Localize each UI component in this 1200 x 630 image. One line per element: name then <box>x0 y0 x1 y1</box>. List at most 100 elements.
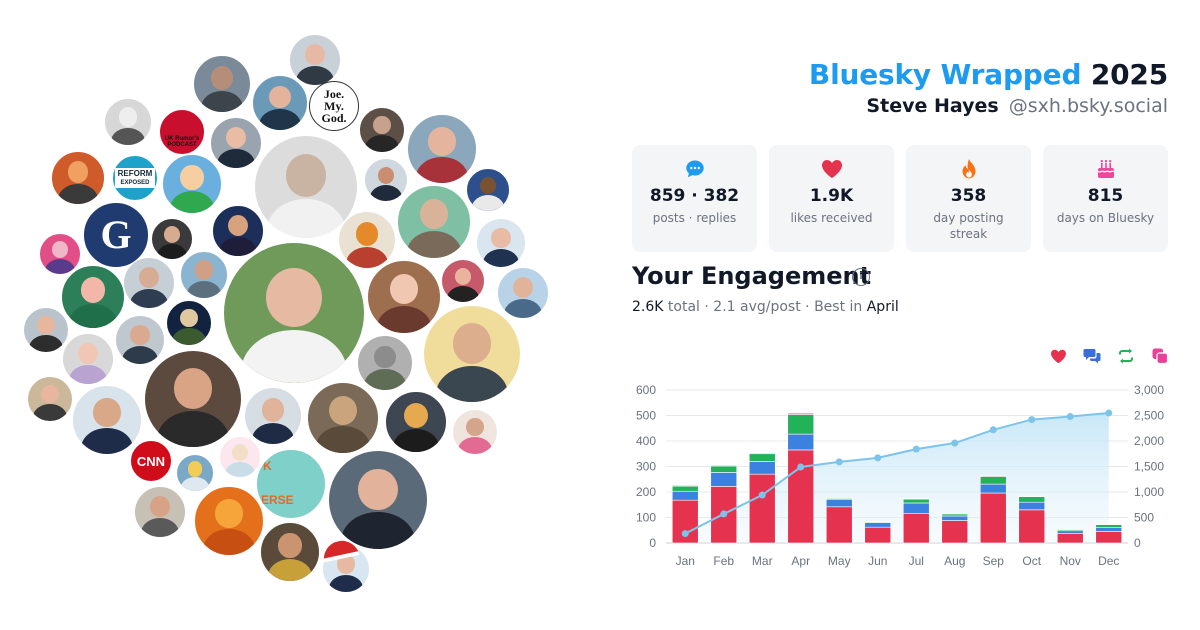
x-tick-label: Aug <box>944 554 965 568</box>
avatar-body <box>240 329 348 383</box>
cumulative-point <box>951 439 959 447</box>
avatar-face <box>374 345 396 369</box>
bar-segment <box>864 526 892 544</box>
avatar-body <box>345 246 389 268</box>
stat-label: days on Bluesky <box>1056 211 1155 225</box>
avatar[interactable] <box>144 350 242 448</box>
avatar[interactable]: G <box>83 202 149 268</box>
avatar[interactable] <box>210 117 262 169</box>
avatar[interactable] <box>162 154 222 214</box>
avatar[interactable] <box>193 55 251 113</box>
bar-segment <box>902 498 930 500</box>
avatar[interactable] <box>180 251 228 299</box>
bar-segment <box>671 485 699 487</box>
avatar-face <box>466 417 484 437</box>
avatar[interactable] <box>466 168 510 212</box>
brand-title: Bluesky Wrapped <box>808 58 1082 91</box>
avatar[interactable]: REFORM EXPOSED <box>112 155 158 201</box>
avatar[interactable] <box>115 315 165 365</box>
avatar-body <box>156 243 188 259</box>
avatar-cloud: Joe. My. God. UK Rumor's PODCAST REFORM EXPOS… <box>23 34 549 593</box>
avatar-face <box>37 315 55 335</box>
avatar[interactable] <box>123 257 175 309</box>
info-icon[interactable]: i <box>852 268 870 286</box>
cumulative-point <box>989 426 997 434</box>
avatar[interactable] <box>357 335 413 391</box>
avatar[interactable] <box>194 486 264 556</box>
engagement-summary: 2.6K total · 2.1 avg/post · Best in Apri… <box>632 299 899 315</box>
avatar[interactable] <box>338 211 396 269</box>
avatar[interactable] <box>61 265 125 329</box>
stat-card-streak: 358 day posting streak <box>906 145 1031 252</box>
avatar[interactable]: CNN <box>130 440 172 482</box>
avatar[interactable] <box>244 387 302 445</box>
avatar-body <box>29 335 63 352</box>
avatar[interactable] <box>166 300 212 346</box>
avatar-body <box>296 66 334 85</box>
avatar[interactable] <box>497 267 549 319</box>
avatar[interactable] <box>407 114 477 184</box>
avatar[interactable] <box>307 382 379 454</box>
avatar[interactable] <box>452 409 498 455</box>
avatar-body <box>130 289 168 308</box>
avatar[interactable]: Joe. My. God. <box>309 81 359 131</box>
bar-segment <box>941 520 969 544</box>
bar-segment <box>941 513 969 517</box>
speech-bubble-icon <box>632 158 757 180</box>
avatar-face <box>232 444 248 461</box>
avatar[interactable] <box>72 385 142 455</box>
avatar[interactable] <box>364 158 408 202</box>
avatar[interactable] <box>219 436 261 478</box>
stat-label: likes received <box>790 211 873 225</box>
avatar-body <box>81 428 133 454</box>
avatar-body <box>376 305 432 333</box>
quote-icon[interactable] <box>1150 346 1170 366</box>
avatar[interactable] <box>254 135 358 239</box>
bar-segment <box>748 453 776 462</box>
bar-segment <box>1056 530 1084 534</box>
bar-segment <box>1056 533 1084 544</box>
avatar[interactable] <box>176 454 214 492</box>
repost-icon[interactable] <box>1116 346 1136 366</box>
avatar[interactable] <box>423 305 521 403</box>
avatar[interactable] <box>27 376 73 422</box>
stat-value: 815 <box>1087 186 1124 206</box>
avatar[interactable] <box>260 522 320 582</box>
avatar[interactable] <box>397 185 471 259</box>
avatar[interactable] <box>104 98 152 146</box>
avatar[interactable] <box>328 450 428 550</box>
user-handle[interactable]: @sxh.bsky.social <box>1008 95 1168 117</box>
avatar[interactable] <box>359 107 405 153</box>
avatar-face <box>228 215 248 236</box>
avatar[interactable]: UK Rumor's PODCAST <box>159 109 205 155</box>
avatar[interactable] <box>289 34 341 86</box>
avatar[interactable] <box>134 486 186 538</box>
avatar[interactable] <box>385 391 447 453</box>
avatar-body <box>406 230 462 258</box>
avatar-face <box>67 161 89 184</box>
stat-card-likes: 1.9K likes received <box>769 145 894 252</box>
avatar[interactable] <box>441 259 485 303</box>
y-tick-label-right: 1,000 <box>1134 485 1164 499</box>
avatar[interactable] <box>367 260 441 334</box>
avatar[interactable] <box>51 151 105 205</box>
bar-segment <box>671 490 699 501</box>
heart-icon[interactable] <box>1048 346 1068 366</box>
avatar[interactable] <box>223 242 365 384</box>
avatar[interactable] <box>212 205 264 257</box>
avatar[interactable] <box>476 218 526 268</box>
cumulative-point <box>835 458 843 466</box>
avatar-face <box>139 267 159 288</box>
avatar[interactable] <box>62 333 114 385</box>
stat-card-posts: 859 · 382 posts · replies <box>632 145 757 252</box>
engagement-best-month: April <box>866 299 899 315</box>
reply-icon[interactable] <box>1082 346 1102 366</box>
avatar[interactable]: K ERSE <box>256 449 326 519</box>
avatar[interactable] <box>151 218 193 260</box>
cumulative-area <box>685 412 1109 543</box>
avatar-body <box>44 258 76 274</box>
avatar[interactable] <box>252 75 308 131</box>
avatar[interactable] <box>39 233 81 275</box>
avatar[interactable] <box>23 307 69 353</box>
avatar-body <box>200 90 244 112</box>
